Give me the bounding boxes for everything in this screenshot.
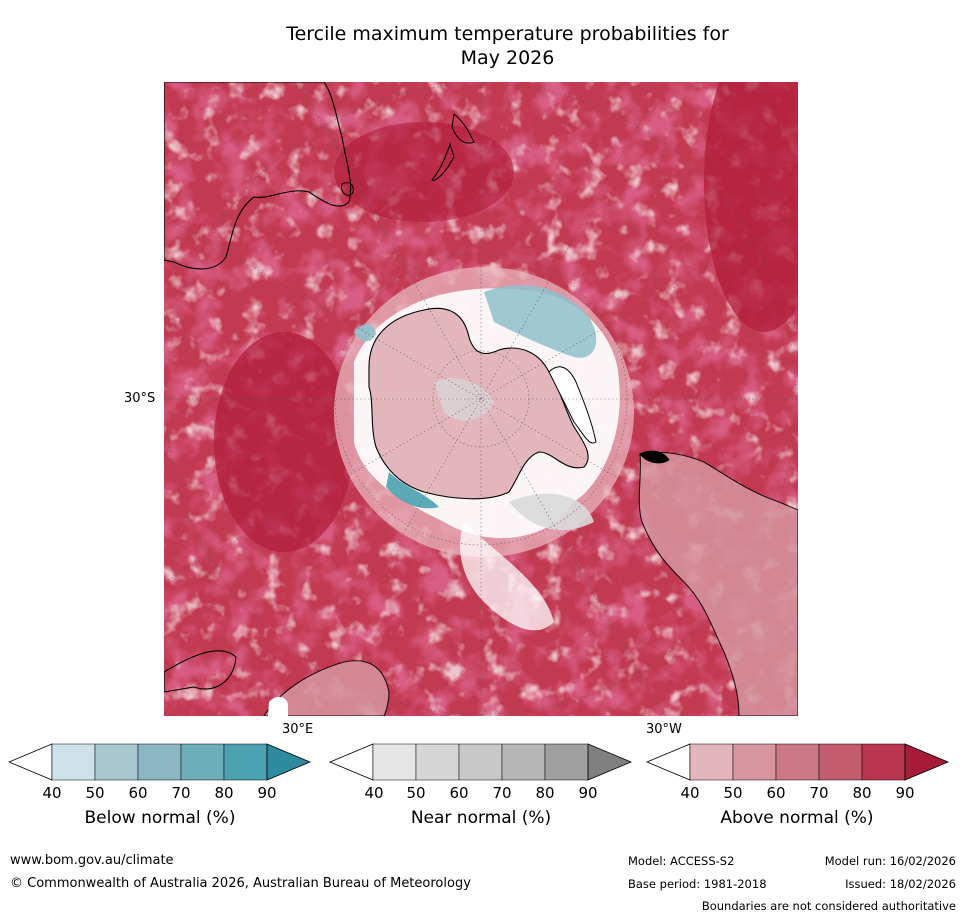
above-cell-0: [689, 743, 734, 781]
tick-above-80: 80: [852, 784, 872, 802]
tick-above-40: 40: [680, 784, 700, 802]
colorbar-above-svg: [645, 743, 950, 781]
lon-label-30w: 30°W: [646, 722, 682, 737]
near-cell-1: [415, 743, 460, 781]
tasmania: [341, 182, 354, 196]
colorbar-below-normal: [7, 743, 312, 784]
map-canvas: [164, 82, 798, 716]
below-low-extension: [7, 743, 53, 781]
near-low-extension: [328, 743, 374, 781]
below-cell-2: [137, 743, 182, 781]
below-cell-4: [223, 743, 268, 781]
white-plume: [460, 522, 554, 631]
lat-label-30s: 30°S: [124, 391, 156, 406]
antarctic-near-normal-patch: [434, 378, 494, 421]
near-cell-3: [501, 743, 546, 781]
below-normal-patch-west: [354, 324, 376, 342]
colorbar-label-near: Near normal (%): [410, 808, 552, 828]
graticule-ring-2: [334, 252, 628, 546]
footer-model-run: Model run: 16/02/2026: [824, 854, 956, 868]
grey-patches: [509, 493, 594, 531]
tick-above-90: 90: [895, 784, 915, 802]
tick-near-60: 60: [449, 784, 469, 802]
above-cell-4: [861, 743, 906, 781]
tick-below-40: 40: [42, 784, 62, 802]
footer-website: www.bom.gov.au/climate: [10, 853, 174, 868]
antarctic-peninsula: [548, 366, 597, 444]
near-cell-0: [372, 743, 417, 781]
near-cell-4: [544, 743, 589, 781]
tick-below-90: 90: [257, 784, 277, 802]
title-line-2: May 2026: [460, 47, 555, 69]
footer-issued: Issued: 18/02/2026: [845, 877, 956, 891]
colorbar-label-above: Above normal (%): [720, 808, 874, 828]
below-cell-3: [180, 743, 225, 781]
title-line-1: Tercile maximum temperature probabilitie…: [286, 23, 729, 45]
colorbar-above-normal: [645, 743, 950, 784]
colorbar-label-below: Below normal (%): [84, 808, 236, 828]
below-normal-patch-south: [386, 472, 439, 509]
colorbar-near-svg: [328, 743, 633, 781]
tick-below-70: 70: [171, 784, 191, 802]
new-zealand-north: [451, 113, 475, 144]
footer-model: Model: ACCESS-S2: [628, 854, 735, 868]
australia-coast: [164, 82, 352, 270]
tick-below-50: 50: [85, 784, 105, 802]
tick-below-60: 60: [128, 784, 148, 802]
graticule: [164, 82, 798, 716]
tick-near-50: 50: [406, 784, 426, 802]
madagascar-white: [268, 696, 288, 716]
below-high-extension: [266, 743, 312, 781]
tick-near-70: 70: [492, 784, 512, 802]
footer-disclaimer: Boundaries are not considered authoritat…: [701, 899, 956, 913]
colorbar-near-normal: [328, 743, 633, 784]
footer-copyright: © Commonwealth of Australia 2026, Austra…: [10, 876, 471, 891]
above-cell-2: [775, 743, 820, 781]
africa-coast: [164, 650, 237, 693]
deep-red-region-tasman: [334, 122, 514, 222]
below-cell-0: [51, 743, 96, 781]
above-high-extension: [904, 743, 950, 781]
deep-red-region-indian: [214, 332, 354, 552]
tick-above-50: 50: [723, 784, 743, 802]
lon-label-30e: 30°E: [282, 722, 314, 737]
polar-probability-map: [164, 82, 798, 716]
tick-near-80: 80: [535, 784, 555, 802]
tick-near-40: 40: [364, 784, 384, 802]
africa-south: [263, 660, 390, 716]
footer-base-period: Base period: 1981-2018: [628, 877, 767, 891]
tick-above-70: 70: [809, 784, 829, 802]
south-america-coast: [638, 451, 798, 716]
deep-red-region-pacific: [704, 82, 798, 332]
near-cell-2: [458, 743, 503, 781]
below-cell-1: [94, 743, 139, 781]
tick-below-80: 80: [214, 784, 234, 802]
near-high-extension: [587, 743, 633, 781]
tierra-del-fuego: [639, 450, 670, 464]
above-cell-1: [732, 743, 777, 781]
tick-above-60: 60: [766, 784, 786, 802]
below-normal-patch-east: [484, 285, 597, 358]
map-title: Tercile maximum temperature probabilitie…: [230, 22, 785, 70]
tick-near-90: 90: [578, 784, 598, 802]
above-cell-3: [818, 743, 863, 781]
colorbar-below-svg: [7, 743, 312, 781]
new-zealand-south: [431, 142, 455, 181]
above-low-extension: [645, 743, 691, 781]
